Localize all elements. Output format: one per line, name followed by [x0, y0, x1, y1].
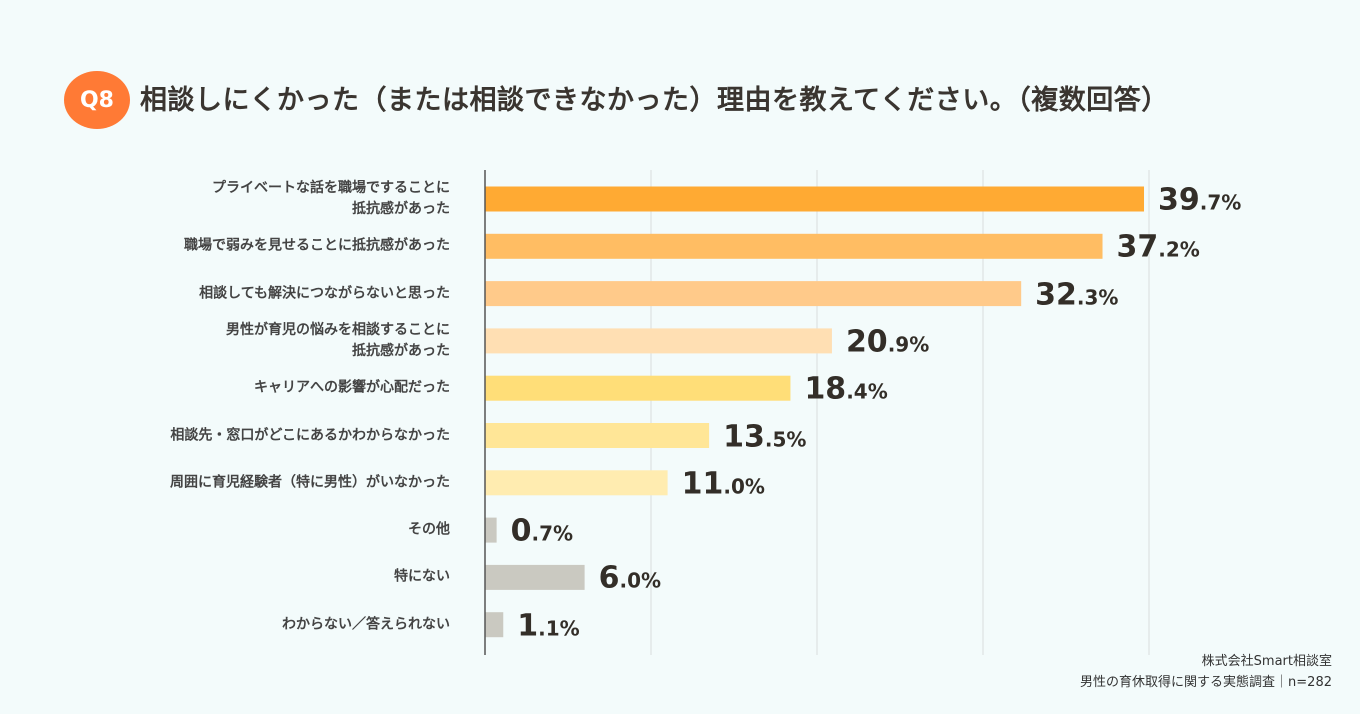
- category-label: 男性が育児の悩みを相談することに 抵抗感があった: [226, 321, 450, 359]
- data-label-integer: 39: [1158, 182, 1200, 218]
- data-label: 1.1%: [517, 608, 579, 643]
- data-label-decimal: .5%: [764, 427, 807, 451]
- data-label-decimal: .3%: [1076, 285, 1119, 310]
- bar: [485, 233, 1103, 259]
- chart-title: 相談しにくかった（または相談できなかった）理由を教えてください。（複数回答）: [140, 85, 1169, 116]
- data-label-decimal: .4%: [846, 379, 888, 404]
- category-label: キャリアへの影響が心配だった: [254, 379, 450, 396]
- category-label: 相談しても解決につながらないと思った: [199, 285, 450, 302]
- data-label-decimal: .0%: [619, 568, 662, 593]
- data-label: 0.7%: [511, 514, 573, 549]
- data-label-integer: 13: [723, 419, 765, 454]
- data-label: 13.5%: [723, 419, 806, 454]
- bar: [485, 470, 668, 496]
- bar: [485, 281, 1022, 307]
- data-label: 20.9%: [846, 324, 929, 359]
- category-label: わからない／答えられない: [282, 616, 450, 633]
- survey-text: 男性の育休取得に関する実態調査｜n=282: [1080, 675, 1332, 690]
- category-label: 職場で弱みを見せることに抵抗感があった: [184, 237, 450, 254]
- bar: [485, 375, 791, 401]
- data-label: 32.3%: [1035, 277, 1118, 312]
- bar: [485, 423, 710, 448]
- data-label-integer: 18: [804, 371, 847, 407]
- data-label: 18.4%: [804, 372, 887, 407]
- category-label: プライベートな話を職場ですることに 抵抗感があった: [212, 180, 450, 217]
- bar: [485, 564, 585, 590]
- category-label: 相談先・窓口がどこにあるかわからなかった: [170, 427, 450, 443]
- data-label: 39.7%: [1158, 183, 1241, 218]
- data-label-decimal: .7%: [1199, 190, 1242, 215]
- data-label-decimal: .9%: [887, 332, 930, 357]
- category-label: 特にない: [394, 568, 450, 585]
- data-label-integer: 20: [845, 324, 888, 360]
- data-label-integer: 1: [517, 608, 539, 644]
- data-label-integer: 11: [681, 466, 724, 502]
- data-label-integer: 0: [510, 513, 532, 549]
- bar: [485, 517, 497, 543]
- data-label-decimal: .0%: [723, 474, 765, 499]
- data-label-decimal: .1%: [538, 616, 580, 641]
- category-label: その他: [408, 521, 450, 538]
- data-label-integer: 32: [1035, 277, 1077, 313]
- data-label-decimal: .2%: [1158, 237, 1200, 262]
- data-label: 11.0%: [682, 466, 765, 501]
- data-label-decimal: .7%: [531, 521, 574, 546]
- source-text: 株式会社Smart相談室: [1201, 654, 1332, 669]
- bar: [485, 328, 832, 354]
- data-label-integer: 6: [598, 560, 620, 596]
- bar: [485, 186, 1145, 212]
- data-label: 37.2%: [1117, 230, 1200, 265]
- category-label: 周囲に育児経験者（特に男性）がいなかった: [170, 474, 450, 491]
- data-label-integer: 37: [1116, 229, 1159, 265]
- data-label: 6.0%: [599, 561, 661, 596]
- bar: [485, 612, 504, 638]
- question-badge: Q8: [64, 71, 130, 129]
